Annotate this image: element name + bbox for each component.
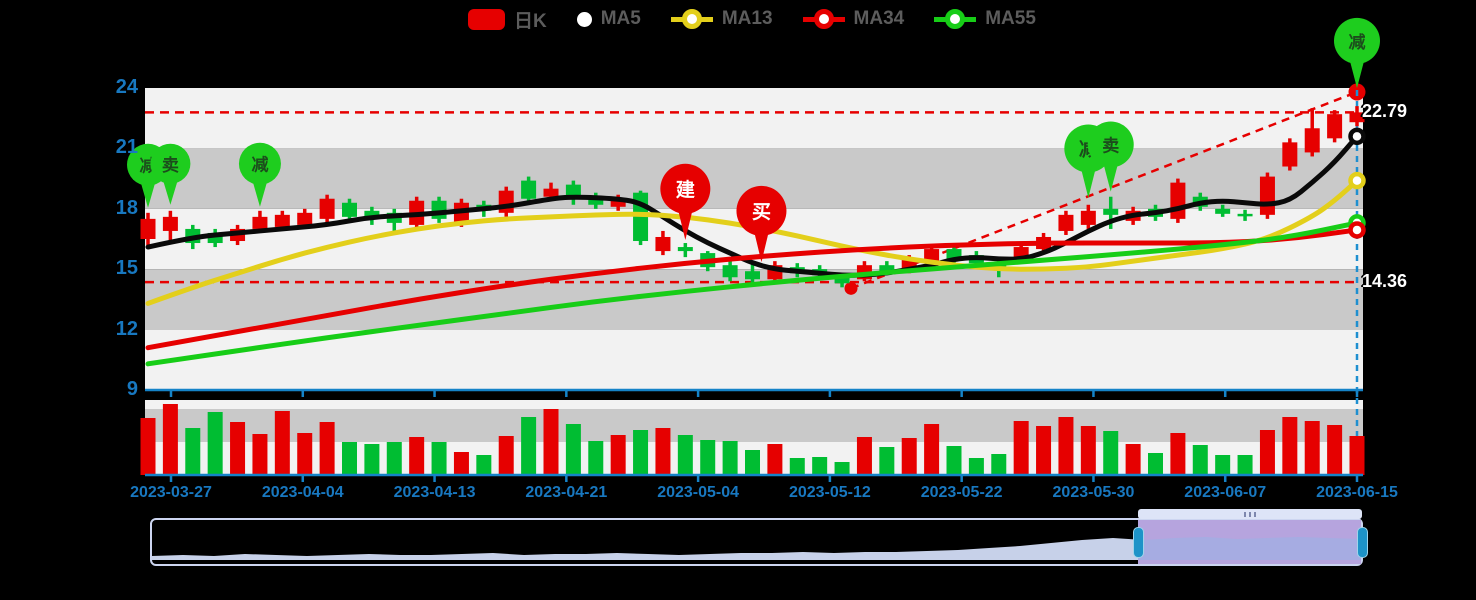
candle-marker-icon [468, 8, 505, 30]
legend-label: MA34 [853, 8, 905, 29]
trade-balloon-卖[interactable]: 卖 [150, 143, 191, 205]
ma-line-MA55 [145, 220, 1360, 367]
svg-text:卖: 卖 [1102, 136, 1119, 156]
svg-text:卖: 卖 [162, 155, 179, 175]
price-tag-upper: 22.79 [1362, 101, 1408, 122]
svg-text:减: 减 [251, 155, 268, 175]
navigator-area-chart[interactable] [150, 518, 1363, 566]
x-axis-label: 2023-04-04 [261, 484, 344, 501]
trade-annotations[interactable]: 减卖减建买减 卖减 [127, 17, 1380, 263]
trade-balloon-建[interactable]: 建 [660, 163, 711, 241]
trade-balloon-减[interactable]: 减 [238, 142, 281, 207]
chart-legend: 日K MA5 MA13 MA34 MA55 [468, 2, 1036, 36]
line-dot-marker-icon [802, 9, 845, 29]
legend-label: 日K [514, 10, 547, 32]
x-axis-label: 2023-06-15 [1316, 484, 1398, 501]
svg-text:建: 建 [676, 178, 695, 201]
y-axis-label: 12 [115, 317, 138, 340]
legend-label: MA5 [600, 8, 641, 29]
line-dot-marker-icon [670, 9, 713, 29]
line-dot-marker-icon [934, 9, 977, 29]
svg-text:减: 减 [1349, 32, 1366, 52]
trade-balloon-卖[interactable]: 卖 [1087, 121, 1134, 192]
trade-balloon-减[interactable]: 减 [1334, 17, 1380, 88]
axis-lines [145, 388, 1363, 482]
grip-icon [1254, 511, 1256, 517]
legend-item-ma34[interactable]: MA34 [802, 8, 905, 30]
x-axis-label: 2023-03-27 [130, 484, 212, 501]
navigator-left-handle[interactable] [1133, 527, 1144, 558]
y-axis-label: 15 [115, 257, 138, 280]
trade-balloon-买[interactable]: 买 [736, 185, 787, 263]
legend-label: MA55 [985, 8, 1036, 29]
x-axis-label: 2023-05-30 [1052, 484, 1135, 501]
ma-end-dots [1348, 127, 1366, 239]
x-axis-label: 2023-06-07 [1184, 484, 1267, 501]
legend-item-dayk[interactable]: 日K [468, 6, 547, 33]
x-axis-label: 2023-04-21 [525, 484, 608, 501]
price-tag-lower: 14.36 [1362, 271, 1408, 292]
svg-text:买: 买 [752, 202, 771, 223]
legend-item-ma5[interactable]: MA5 [576, 8, 641, 30]
legend-item-ma55[interactable]: MA55 [934, 8, 1036, 30]
x-axis-label: 2023-05-04 [657, 484, 740, 501]
legend-label: MA13 [721, 8, 773, 29]
y-axis-label: 21 [115, 136, 138, 159]
navigator-right-handle[interactable] [1357, 527, 1368, 558]
y-axis-label: 18 [115, 196, 138, 219]
navigator-drag-bar[interactable] [1138, 509, 1362, 519]
dot-marker-icon [576, 11, 592, 27]
y-axis-label: 9 [126, 378, 138, 400]
y-axis-label: 24 [115, 76, 138, 98]
x-axis-label: 2023-05-12 [788, 484, 871, 501]
x-axis-label: 2023-05-22 [920, 484, 1003, 501]
grip-icon [1249, 511, 1251, 517]
legend-item-ma13[interactable]: MA13 [670, 8, 773, 30]
volume-bars [140, 404, 1365, 475]
grip-icon [1244, 511, 1246, 517]
x-axis-label: 2023-04-13 [393, 484, 476, 501]
